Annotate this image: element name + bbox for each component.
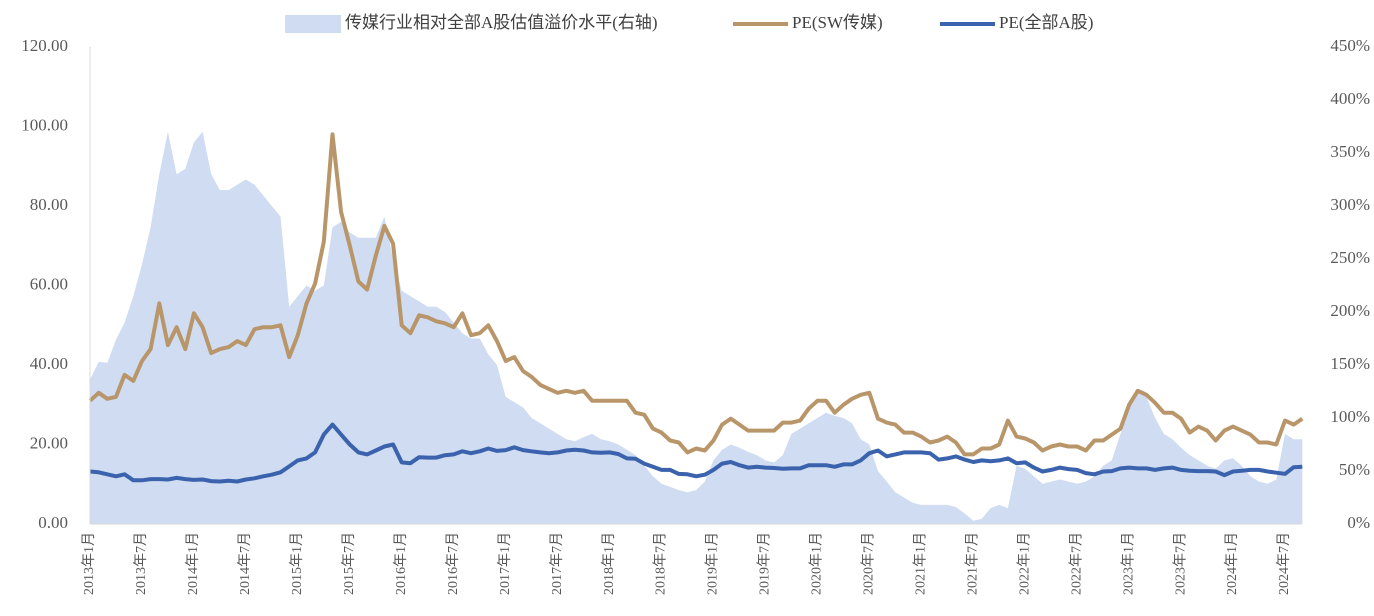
x-tick-label: 2013年7月 xyxy=(133,532,149,595)
x-tick-label: 2016年7月 xyxy=(445,532,461,595)
y-tick-label: 20.00 xyxy=(30,433,68,452)
x-tick-label: 2015年1月 xyxy=(289,532,305,595)
y2-tick-label: 100% xyxy=(1330,407,1370,426)
x-tick-label: 2014年7月 xyxy=(237,532,253,595)
y2-tick-label: 250% xyxy=(1330,248,1370,267)
line xyxy=(89,422,1303,484)
x-tick-label: 2024年1月 xyxy=(1224,532,1240,595)
y2-tick-label: 0% xyxy=(1347,513,1370,532)
x-tick-label: 2021年7月 xyxy=(965,532,981,595)
x-tick-label: 2014年1月 xyxy=(185,532,201,595)
y2-tick-label: 350% xyxy=(1330,142,1370,161)
x-tick-label: 2019年7月 xyxy=(757,532,773,595)
y-tick-label: 80.00 xyxy=(30,195,68,214)
x-tick-label: 2024年7月 xyxy=(1276,532,1292,595)
y-tick-label: 0.00 xyxy=(38,513,68,532)
y2-tick-label: 50% xyxy=(1339,460,1370,479)
legend-swatch-area xyxy=(285,15,341,33)
x-tick-label: 2017年1月 xyxy=(497,532,513,595)
x-tick-label: 2020年1月 xyxy=(809,532,825,595)
x-tick-label: 2019年1月 xyxy=(705,532,721,595)
x-tick-label: 2022年1月 xyxy=(1016,532,1032,595)
legend-label: PE(SW传媒) xyxy=(792,13,883,32)
x-tick-label: 2018年1月 xyxy=(601,532,617,595)
legend: 传媒行业相对全部A股估值溢价水平(右轴) PE(SW传媒) PE(全部A股) xyxy=(285,13,1093,33)
legend-label: PE(全部A股) xyxy=(999,13,1093,32)
y-tick-label: 60.00 xyxy=(30,274,68,293)
x-tick-label: 2013年1月 xyxy=(81,532,97,595)
x-tick-label: 2015年7月 xyxy=(341,532,357,595)
y-tick-label: 120.00 xyxy=(21,36,68,55)
lines xyxy=(88,132,1304,484)
x-tick-label: 2023年7月 xyxy=(1172,532,1188,595)
area xyxy=(90,131,1303,525)
y2-tick-label: 200% xyxy=(1330,301,1370,320)
x-tick-label: 2017年7月 xyxy=(549,532,565,595)
line xyxy=(88,132,1304,457)
y2-tick-label: 450% xyxy=(1330,36,1370,55)
x-tick-label: 2023年1月 xyxy=(1120,532,1136,595)
x-tick-label: 2016年1月 xyxy=(393,532,409,595)
areas xyxy=(90,131,1303,525)
y2-tick-label: 400% xyxy=(1330,89,1370,108)
legend-label: 传媒行业相对全部A股估值溢价水平(右轴) xyxy=(345,13,658,32)
x-tick-label: 2018年7月 xyxy=(653,532,669,595)
y-tick-label: 40.00 xyxy=(30,354,68,373)
x-tick-label: 2022年7月 xyxy=(1068,532,1084,595)
y2-tick-label: 150% xyxy=(1330,354,1370,373)
x-tick-label: 2021年1月 xyxy=(913,532,929,595)
y2-tick-label: 300% xyxy=(1330,195,1370,214)
x-tick-label: 2020年7月 xyxy=(861,532,877,595)
y-tick-label: 100.00 xyxy=(21,115,68,134)
